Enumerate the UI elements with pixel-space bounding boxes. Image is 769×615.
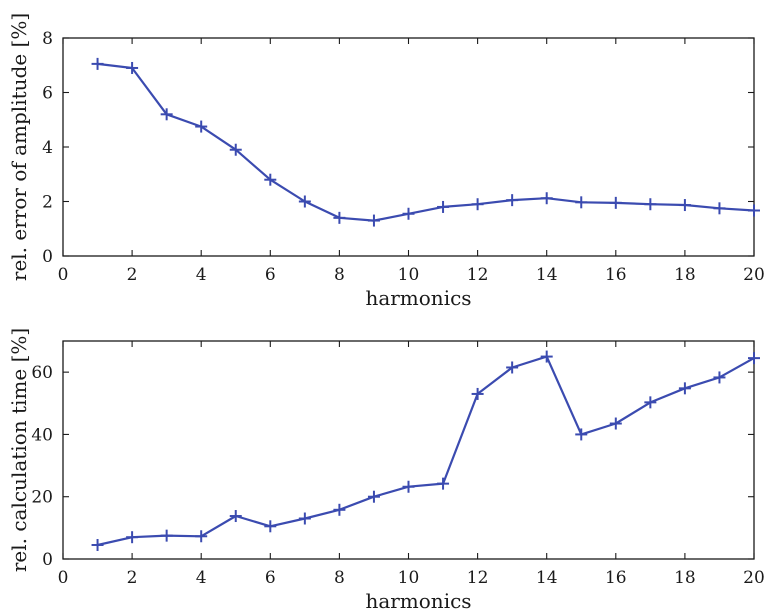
x-tick-label: 6 (265, 265, 276, 285)
data-point-marker (298, 512, 311, 525)
data-point-marker (298, 195, 311, 208)
data-point-marker (195, 530, 208, 543)
data-point-marker (506, 361, 519, 374)
x-axis-label: harmonics (365, 589, 471, 613)
data-point-marker (644, 396, 657, 409)
data-point-marker (540, 350, 553, 363)
x-tick-label: 20 (743, 265, 765, 285)
data-point-marker (713, 371, 726, 384)
data-point-marker (367, 214, 380, 227)
series-line (97, 355, 755, 547)
data-point-marker (609, 196, 622, 209)
x-tick-label: 12 (467, 265, 489, 285)
x-tick-label: 16 (605, 568, 627, 588)
x-tick-label: 8 (334, 265, 345, 285)
y-tick-label: 40 (31, 425, 53, 445)
data-point-marker (748, 204, 760, 217)
x-tick-label: 14 (536, 265, 558, 285)
x-tick-label: 20 (743, 568, 765, 588)
x-tick-label: 6 (265, 568, 276, 588)
plot-frame (62, 340, 755, 560)
plot-frame (62, 37, 755, 257)
calculation-time-chart: 0 2 4 6 8 10 12 14 16 18 20 0 20 40 60 harmonics rel. ca… (7, 328, 765, 613)
data-point-marker (229, 143, 242, 156)
data-point-marker (126, 61, 139, 74)
data-point-marker (229, 510, 242, 523)
data-point-marker (506, 194, 519, 207)
y-tick-label: 60 (31, 363, 53, 383)
x-tick-label: 12 (467, 568, 489, 588)
data-point-marker (195, 120, 208, 133)
data-point-marker (678, 382, 691, 395)
y-tick-label: 0 (42, 247, 53, 267)
y-tick-label: 2 (42, 193, 53, 213)
y-axis-label: rel. error of amplitude [%] (7, 13, 31, 281)
x-tick-label: 16 (605, 265, 627, 285)
data-point-marker (91, 57, 104, 70)
x-tick-label: 4 (196, 568, 207, 588)
data-point-marker (402, 480, 415, 493)
x-tick-label: 10 (398, 265, 420, 285)
x-axis-label: harmonics (365, 286, 471, 310)
x-tick-label: 2 (127, 265, 138, 285)
y-tick-label: 6 (42, 84, 53, 104)
data-point-marker (540, 192, 553, 205)
data-point-marker (91, 538, 104, 551)
x-tick-label: 14 (536, 568, 558, 588)
data-point-marker (678, 199, 691, 212)
data-point-marker (126, 531, 139, 544)
y-tick-label: 0 (42, 550, 53, 570)
data-point-marker (644, 198, 657, 211)
data-point-marker (437, 477, 450, 490)
y-tick-label: 20 (31, 488, 53, 508)
data-point-marker (437, 200, 450, 213)
data-point-marker (160, 529, 173, 542)
x-tick-label: 10 (398, 568, 420, 588)
series-line (97, 62, 755, 222)
data-point-marker (748, 352, 760, 365)
data-point-marker (333, 211, 346, 224)
data-point-marker (471, 198, 484, 211)
x-tick-label: 8 (334, 568, 345, 588)
data-point-marker (609, 417, 622, 430)
y-axis-label: rel. calculation time [%] (7, 328, 31, 572)
data-point-marker (264, 173, 277, 186)
x-tick-label: 18 (674, 568, 696, 588)
data-point-marker (713, 202, 726, 215)
data-point-marker (160, 108, 173, 121)
data-point-marker (264, 520, 277, 533)
data-point-marker (367, 490, 380, 503)
data-point-marker (575, 196, 588, 209)
data-point-marker (471, 387, 484, 400)
x-tick-label: 0 (58, 568, 69, 588)
x-tick-label: 2 (127, 568, 138, 588)
y-tick-label: 4 (42, 138, 53, 158)
amplitude-error-chart: 0 2 4 6 8 10 12 14 16 18 20 0 2 4 6 8 harmonics rel. erro… (7, 13, 765, 310)
data-point-marker (402, 207, 415, 220)
x-tick-label: 0 (58, 265, 69, 285)
data-point-marker (333, 503, 346, 516)
y-tick-label: 8 (42, 29, 53, 49)
data-point-marker (575, 428, 588, 441)
x-tick-label: 4 (196, 265, 207, 285)
x-tick-label: 18 (674, 265, 696, 285)
